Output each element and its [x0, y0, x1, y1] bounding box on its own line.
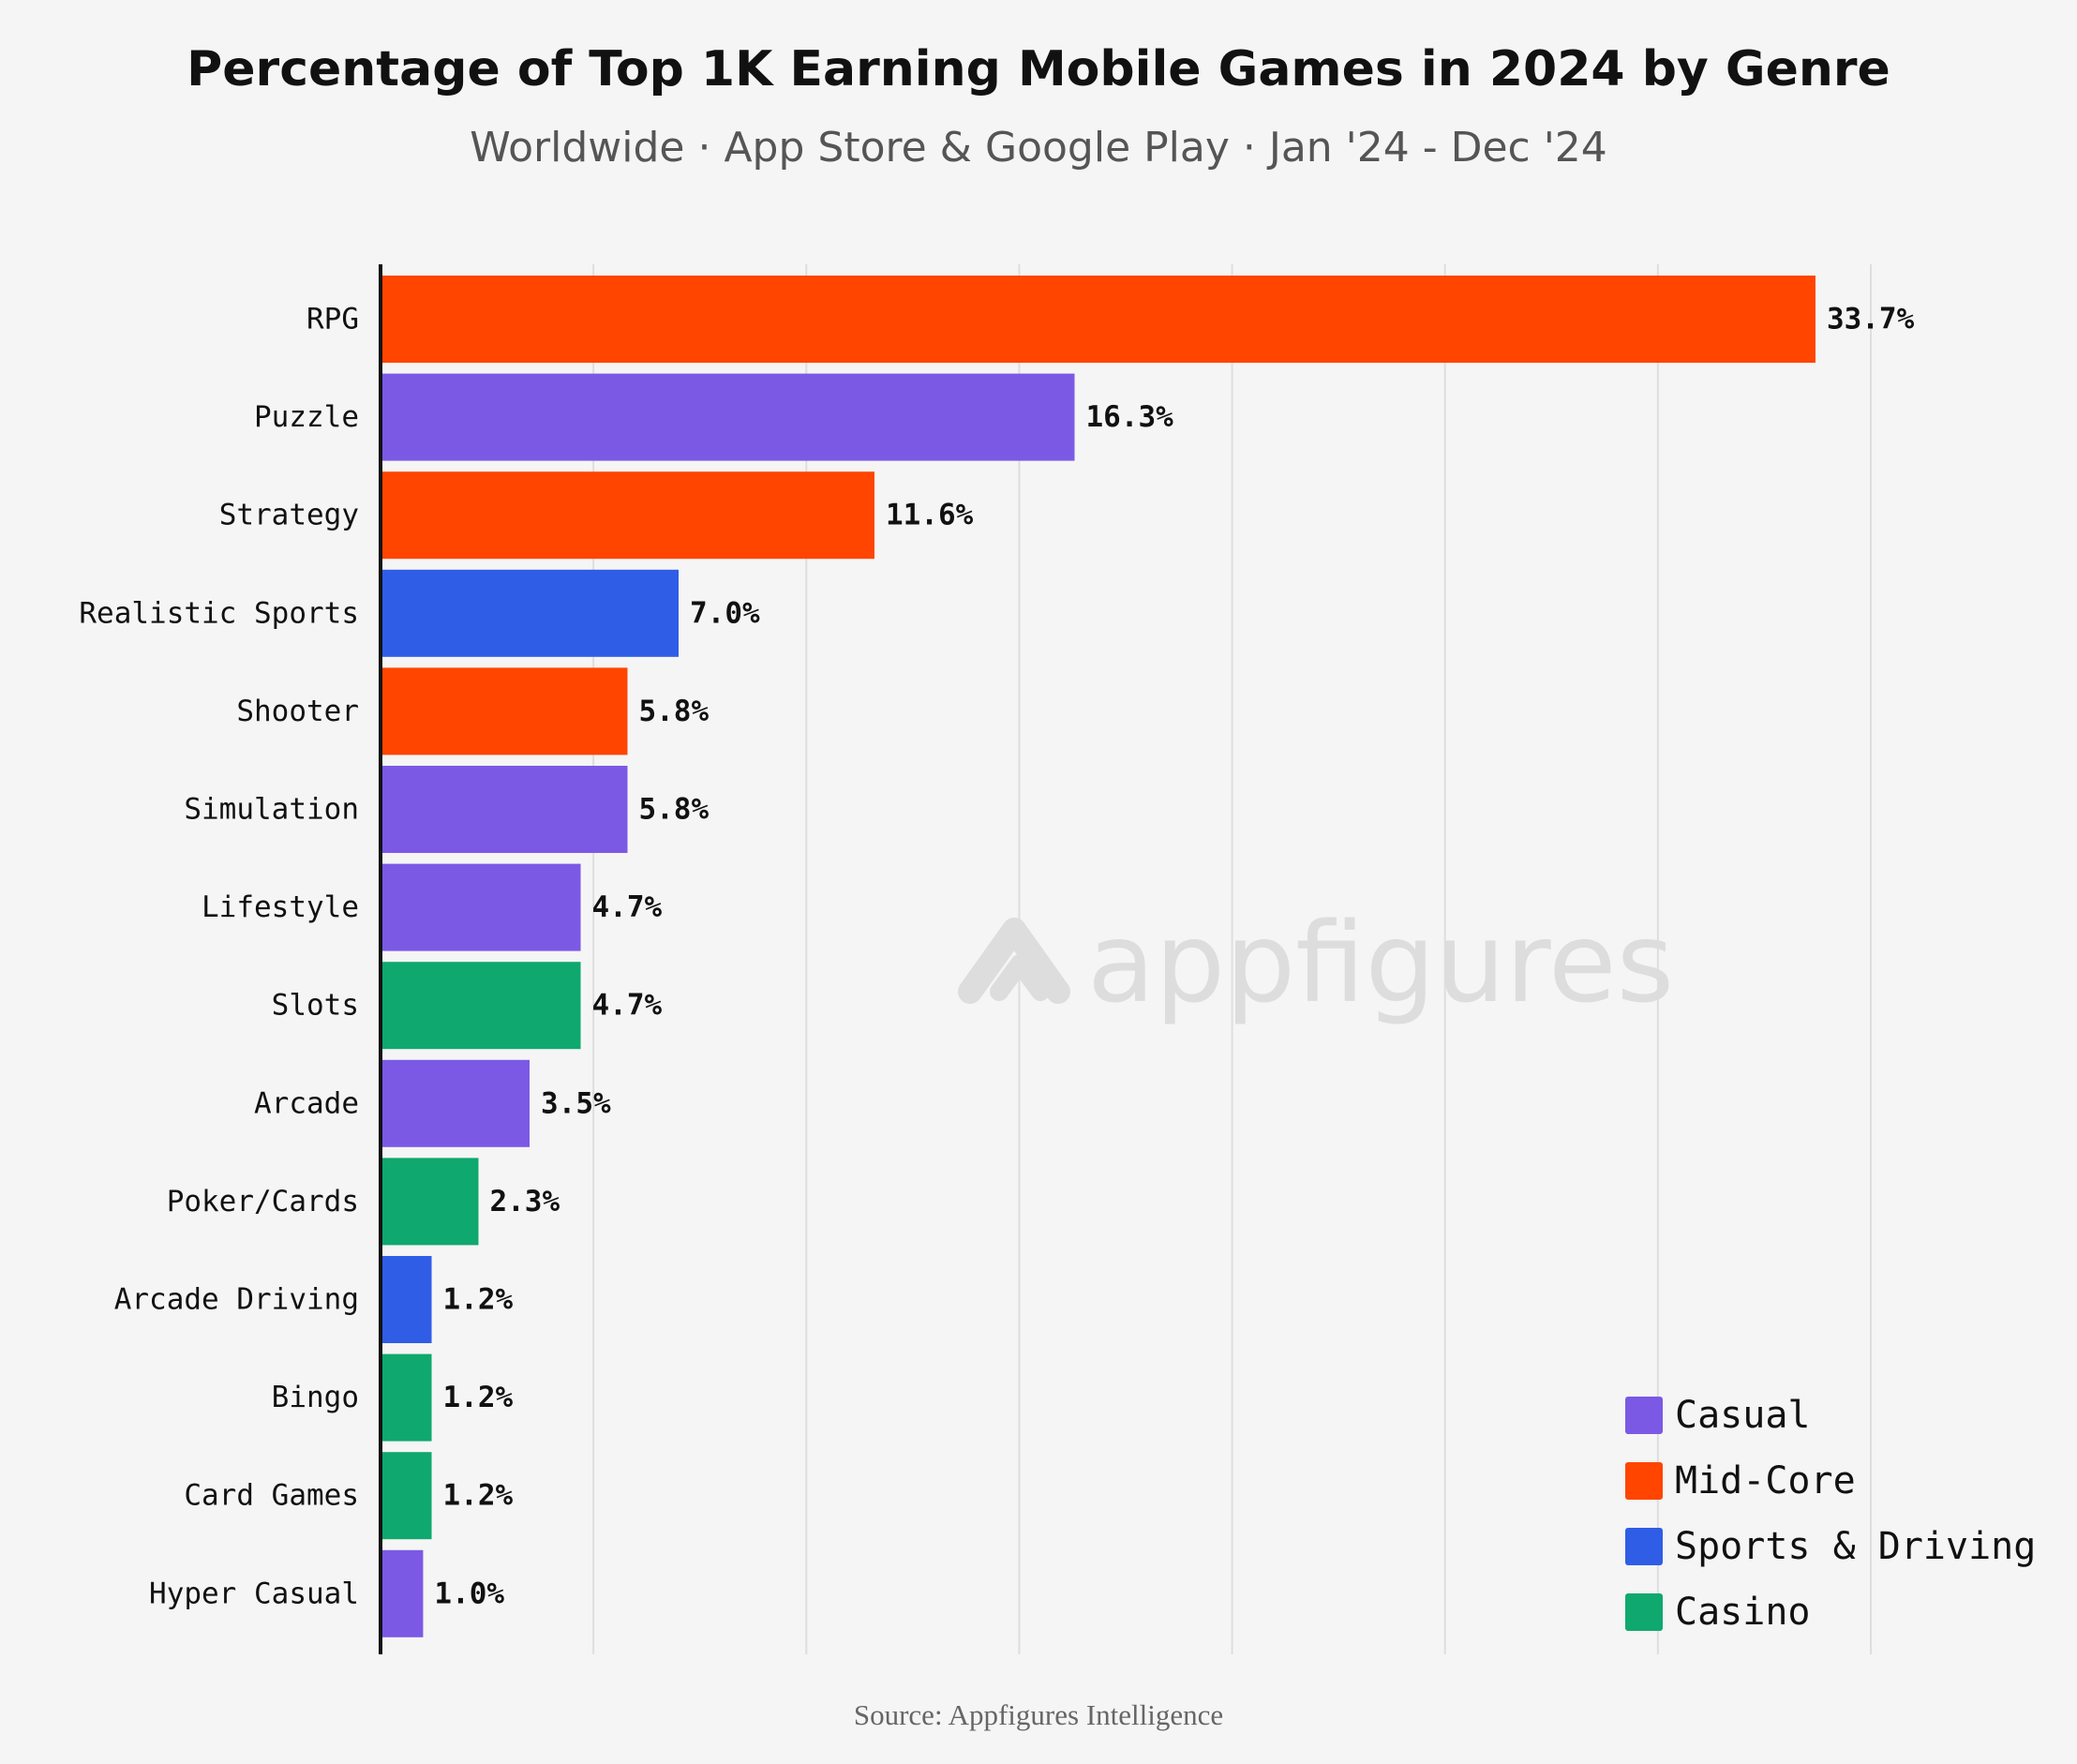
legend-label-casino: Casino — [1675, 1591, 1811, 1634]
legend-label-mid-core: Mid-Core — [1675, 1459, 1856, 1502]
chart-subtitle: Worldwide · App Store & Google Play · Ja… — [470, 124, 1607, 172]
appfigures-logo-icon — [958, 918, 1070, 1004]
value-label-lifestyle: 4.7% — [592, 890, 663, 924]
bar-puzzle — [381, 373, 1075, 461]
bar-simulation — [381, 766, 628, 853]
bar-strategy — [381, 471, 874, 560]
category-label-lifestyle: Lifestyle — [202, 890, 359, 924]
bar-arcade — [381, 1059, 530, 1147]
category-label-realistic-sports: Realistic Sports — [79, 596, 359, 630]
value-label-realistic-sports: 7.0% — [690, 596, 760, 630]
value-label-strategy: 11.6% — [886, 499, 974, 532]
legend: Casual Mid-Core Sports & Driving Casino — [1625, 1394, 2036, 1634]
bars — [381, 276, 1816, 1637]
category-label-bingo: Bingo — [272, 1381, 359, 1414]
bar-shooter — [381, 667, 628, 755]
value-label-poker-cards: 2.3% — [489, 1185, 560, 1218]
bar-hyper-casual — [381, 1549, 424, 1637]
value-label-shooter: 5.8% — [638, 695, 709, 728]
value-label-slots: 4.7% — [592, 989, 663, 1023]
value-label-hyper-casual: 1.0% — [434, 1577, 504, 1610]
chart-source: Source: Appfigures Intelligence — [853, 1698, 1224, 1731]
value-label-bingo: 1.2% — [443, 1381, 514, 1414]
value-label-arcade: 3.5% — [541, 1086, 611, 1120]
legend-label-casual: Casual — [1675, 1394, 1811, 1437]
bar-slots — [381, 962, 581, 1050]
watermark: appfigures — [958, 898, 1674, 1027]
category-label-hyper-casual: Hyper Casual — [149, 1577, 359, 1610]
category-label-card-games: Card Games — [184, 1479, 359, 1513]
bar-card-games — [381, 1452, 432, 1540]
value-labels: 33.7% 16.3% 11.6% 7.0% 5.8% 5.8% 4.7% 4.7% 3.5% 2… — [434, 303, 1914, 1611]
category-label-arcade: Arcade — [254, 1086, 359, 1120]
watermark-text: appfigures — [1087, 898, 1674, 1027]
category-label-shooter: Shooter — [236, 695, 359, 728]
category-label-slots: Slots — [272, 989, 359, 1023]
category-label-simulation: Simulation — [184, 793, 359, 827]
appfigures-logo-icon-inner — [990, 954, 1050, 1001]
legend-swatch-mid-core — [1625, 1462, 1663, 1500]
bar-realistic-sports — [381, 569, 679, 657]
value-label-rpg: 33.7% — [1827, 303, 1915, 336]
bar-poker-cards — [381, 1158, 479, 1246]
chart-title: Percentage of Top 1K Earning Mobile Game… — [187, 41, 1890, 97]
legend-label-sports-driving: Sports & Driving — [1675, 1525, 2036, 1568]
category-label-strategy: Strategy — [219, 499, 359, 532]
bar-rpg — [381, 276, 1816, 363]
value-label-simulation: 5.8% — [638, 793, 709, 827]
legend-swatch-casual — [1625, 1397, 1663, 1434]
value-label-arcade-driving: 1.2% — [443, 1283, 514, 1317]
bar-bingo — [381, 1353, 432, 1442]
value-label-puzzle: 16.3% — [1085, 400, 1173, 434]
value-label-card-games: 1.2% — [443, 1479, 514, 1513]
bar-lifestyle — [381, 863, 581, 951]
bar-arcade-driving — [381, 1256, 432, 1343]
legend-swatch-sports-driving — [1625, 1528, 1663, 1565]
legend-swatch-casino — [1625, 1593, 1663, 1631]
category-label-poker-cards: Poker/Cards — [167, 1185, 359, 1218]
category-label-rpg: RPG — [306, 303, 359, 336]
category-labels: RPG Puzzle Strategy Realistic Sports Shooter… — [79, 303, 359, 1611]
category-label-puzzle: Puzzle — [254, 400, 359, 434]
category-label-arcade-driving: Arcade Driving — [114, 1283, 359, 1317]
